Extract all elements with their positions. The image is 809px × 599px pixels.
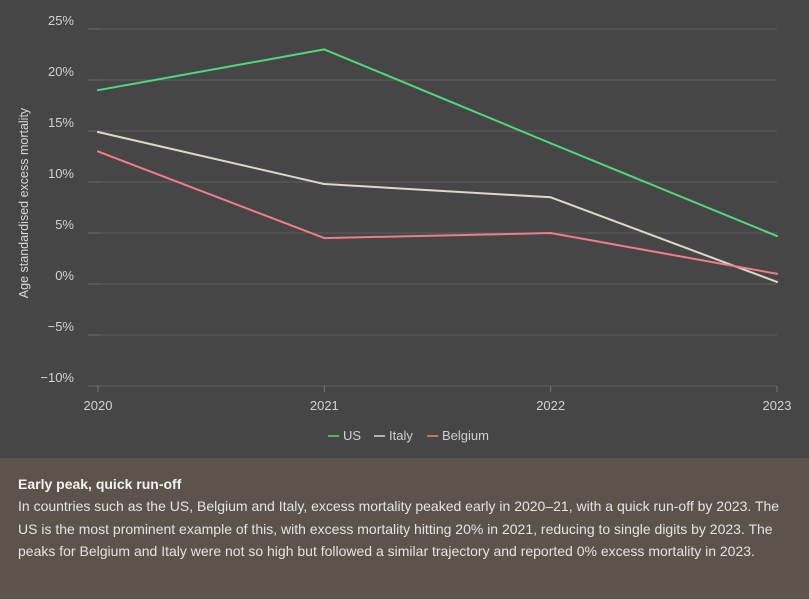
data-point-belgium xyxy=(549,232,552,234)
series-line-italy xyxy=(97,131,778,283)
data-point-belgium xyxy=(323,237,326,240)
data-point-italy xyxy=(97,131,99,134)
y-tick-label: 25% xyxy=(48,13,74,28)
y-tick-label: 15% xyxy=(48,115,74,130)
x-tick-label: 2021 xyxy=(310,398,339,413)
data-point-us xyxy=(97,89,99,92)
series-line-belgium xyxy=(97,150,778,275)
data-point-us xyxy=(549,142,552,145)
x-tick-label: 2023 xyxy=(763,398,792,413)
x-tick-label: 2022 xyxy=(536,398,565,413)
y-axis-label: Age standardised excess mortality xyxy=(17,107,31,298)
series-line-us xyxy=(97,48,778,238)
y-axis-ticks: 25% 20% 15% 10% 5% 0% −5% −10% xyxy=(40,13,100,387)
data-point-belgium xyxy=(776,272,778,275)
y-tick-label: −5% xyxy=(48,319,75,334)
data-point-us xyxy=(323,48,326,51)
caption-body: In countries such as the US, Belgium and… xyxy=(18,498,780,559)
data-point-belgium xyxy=(97,150,99,153)
x-axis-ticks: 2020 2021 2022 2023 xyxy=(84,386,792,413)
x-tick-label: 2020 xyxy=(84,398,113,413)
legend: US Italy Belgium xyxy=(328,428,489,443)
data-point-italy xyxy=(323,183,326,186)
y-tick-label: 20% xyxy=(48,64,74,79)
y-tick-label: 0% xyxy=(55,268,74,283)
excess-mortality-chart: 25% 20% 15% 10% 5% 0% −5% −10% 2020 2021 2022 2023… xyxy=(17,13,792,443)
y-tick-label: −10% xyxy=(40,370,74,385)
caption-title: Early peak, quick run-off xyxy=(18,476,182,492)
data-point-italy xyxy=(549,196,552,199)
data-point-italy xyxy=(776,280,778,283)
y-tick-label: 10% xyxy=(48,166,74,181)
gridlines xyxy=(98,28,777,387)
data-point-us xyxy=(776,235,778,238)
legend-label-italy: Italy xyxy=(389,428,413,443)
y-tick-label: 5% xyxy=(55,217,74,232)
series-lines xyxy=(97,48,778,283)
legend-label-us: US xyxy=(343,428,361,443)
legend-label-belgium: Belgium xyxy=(442,428,489,443)
caption-panel: Early peak, quick run-off In countries s… xyxy=(0,458,809,599)
